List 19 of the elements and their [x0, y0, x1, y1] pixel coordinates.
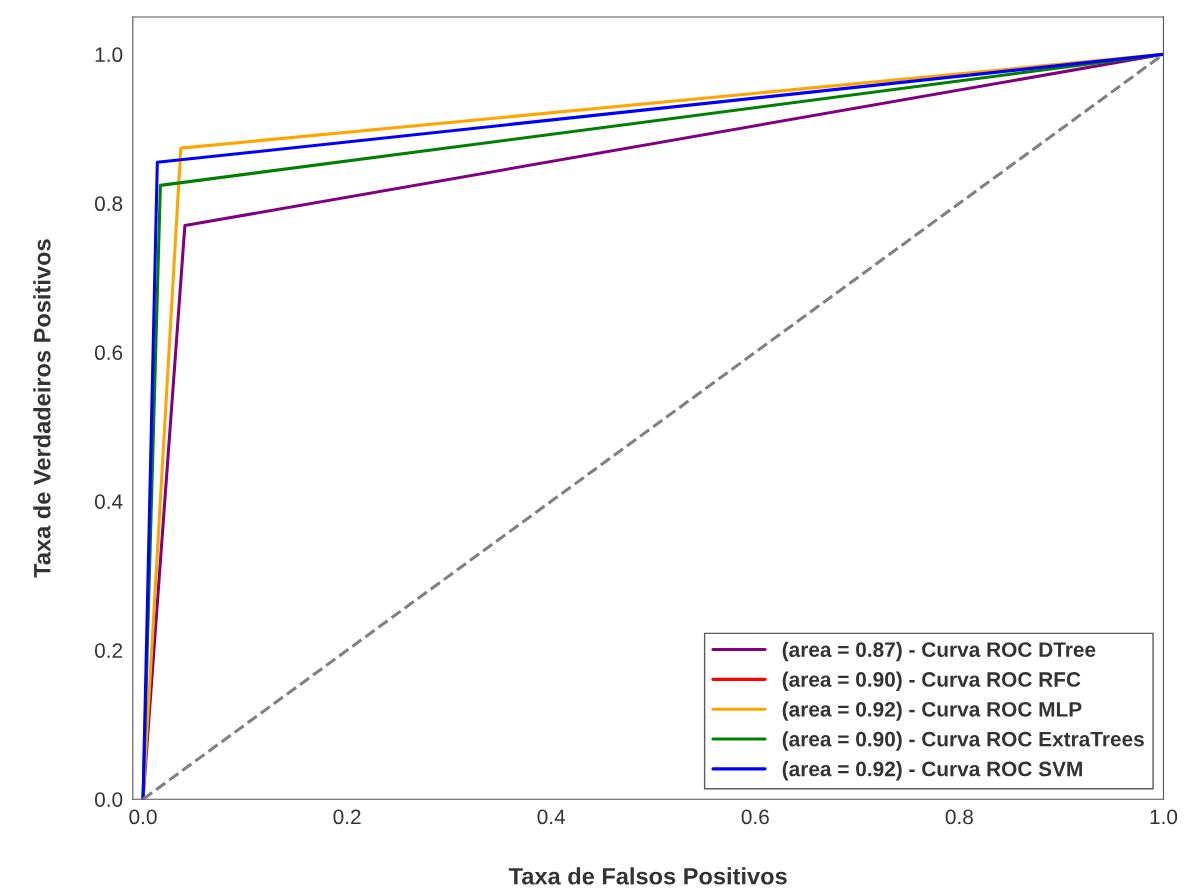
legend-label: (area = 0.92) - Curva ROC SVM: [782, 761, 1082, 781]
x-tick-label: 0.0: [129, 809, 157, 825]
x-tick-label: 1.0: [1150, 809, 1178, 825]
legend-label: (area = 0.87) - Curva ROC DTree: [782, 641, 1096, 662]
legend-label: (area = 0.90) - Curva ROC RFC: [782, 671, 1081, 691]
x-tick-label: 0.4: [537, 809, 566, 825]
x-tick-label: 0.8: [945, 809, 973, 825]
y-tick-label: 0.2: [94, 643, 123, 658]
legend-label: (area = 0.92) - Curva ROC MLP: [782, 701, 1082, 721]
x-tick-label: 0.2: [333, 809, 361, 825]
y-tick-label: 0.6: [94, 345, 123, 361]
y-tick-label: 0.4: [94, 494, 123, 509]
x-tick-label: 0.6: [741, 809, 769, 825]
legend-label: (area = 0.90) - Curva ROC ExtraTrees: [782, 731, 1144, 751]
y-tick-label: 0.0: [94, 792, 123, 807]
y-tick-label: 0.8: [94, 196, 123, 212]
x-axis-title: Taxa de Falsos Positivos: [508, 867, 787, 885]
y-axis-title: Taxa de Verdadeiros Positivos: [33, 239, 51, 578]
y-tick-label: 1.0: [95, 47, 123, 63]
